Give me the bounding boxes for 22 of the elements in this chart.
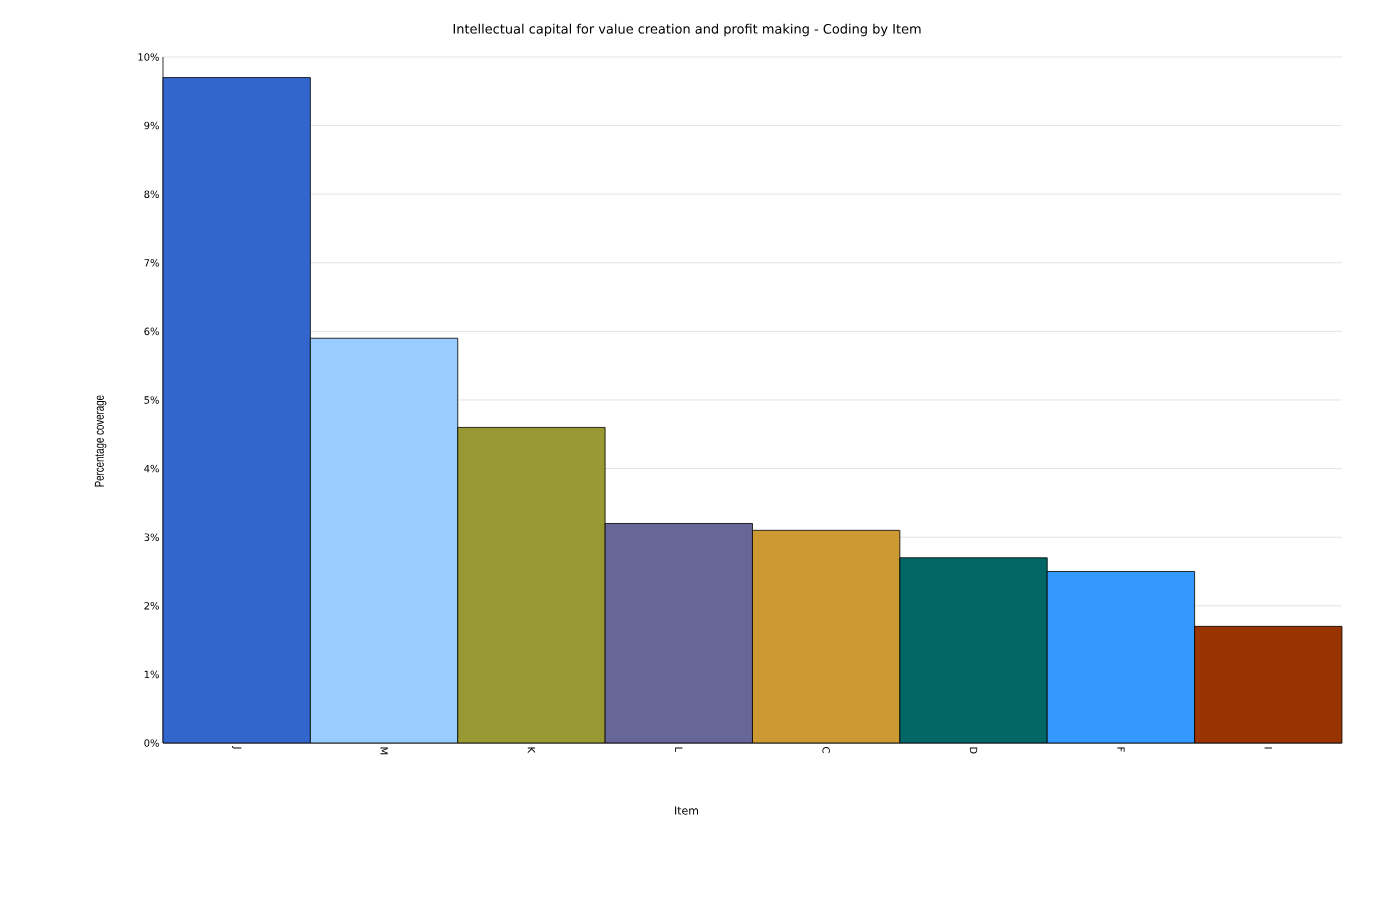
x-tick-label: D <box>969 747 978 754</box>
y-tick-label: 1% <box>144 670 159 679</box>
x-tick-label: J <box>232 746 242 749</box>
chart-title: Intellectual capital for value creation and profit making - Coding by Item <box>453 23 921 37</box>
y-tick-label: 8% <box>144 190 159 198</box>
y-tick-label: 5% <box>144 396 159 404</box>
x-tick-label: C <box>822 747 830 753</box>
y-tick-label: 10% <box>138 53 159 61</box>
y-axis-title: Percentage coverage <box>94 395 107 487</box>
y-tick-label: 9% <box>144 121 159 130</box>
y-tick-label: 7% <box>144 259 159 267</box>
y-tick-label: 6% <box>144 327 159 336</box>
y-tick-label: 0% <box>144 739 159 747</box>
x-tick-label: M <box>380 747 388 755</box>
y-tick-label: 4% <box>144 464 159 473</box>
x-axis-title: Item <box>675 806 698 815</box>
x-tick-label: K <box>527 747 536 754</box>
y-tick-label: 3% <box>144 533 159 541</box>
x-tick-label: I <box>1264 747 1272 749</box>
x-tick-label: L <box>675 747 683 753</box>
x-tick-label: F <box>1117 747 1125 752</box>
y-tick-label: 2% <box>144 602 159 610</box>
